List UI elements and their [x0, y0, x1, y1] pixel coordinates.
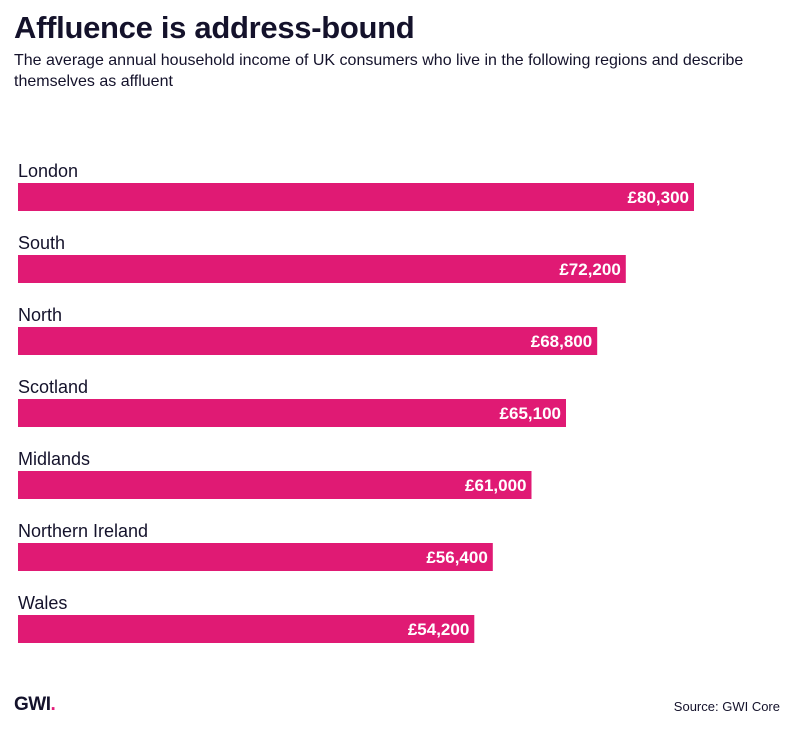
bar: [18, 471, 532, 499]
bar: [18, 183, 694, 211]
bar: [18, 543, 493, 571]
category-label: South: [18, 233, 65, 253]
data-label: £68,800: [531, 332, 592, 351]
category-label: Midlands: [18, 449, 90, 469]
category-label: North: [18, 305, 62, 325]
logo-dot: .: [50, 694, 56, 715]
category-label: London: [18, 161, 78, 181]
source-note: Source: GWI Core: [673, 699, 780, 714]
bar: [18, 399, 566, 427]
category-label: Wales: [18, 593, 67, 613]
bar: [18, 615, 475, 643]
bar: [18, 255, 626, 283]
logo-text: GWI: [14, 694, 51, 715]
data-label: £54,200: [408, 620, 469, 639]
bar: [18, 327, 598, 355]
data-label: £80,300: [628, 188, 689, 207]
category-label: Scotland: [18, 377, 88, 397]
category-label: Northern Ireland: [18, 521, 148, 541]
data-label: £56,400: [426, 548, 487, 567]
data-label: £61,000: [465, 476, 526, 495]
page-title: Affluence is address-bound: [14, 10, 415, 45]
data-label: £65,100: [500, 404, 561, 423]
data-label: £72,200: [559, 260, 620, 279]
page-subtitle: The average annual household income of U…: [14, 52, 744, 90]
gwi-logo: GWI.: [14, 694, 56, 716]
